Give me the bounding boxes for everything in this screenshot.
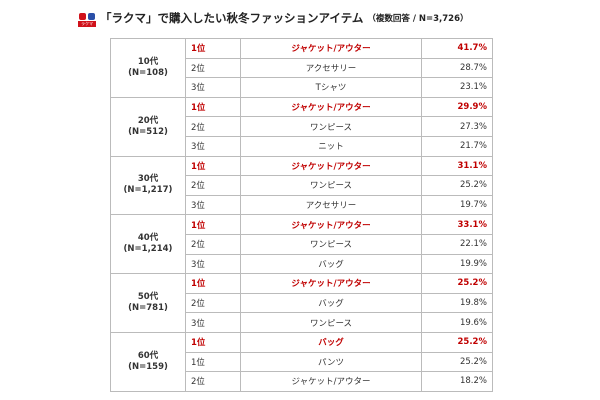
percent-cell: 31.1% bbox=[421, 155, 493, 177]
rank-cell: 3位 bbox=[185, 253, 241, 275]
sample-size: (N=781) bbox=[128, 303, 168, 314]
item-cell: バッグ bbox=[240, 331, 422, 353]
table-row: 30代 (N=1,217) 1位 ジャケット/アウター 31.1% bbox=[110, 155, 493, 216]
item-cell: ジャケット/アウター bbox=[240, 155, 422, 177]
group-cell: 40代 (N=1,214) bbox=[110, 214, 186, 275]
rank-cell: 3位 bbox=[185, 135, 241, 157]
percent-cell: 29.9% bbox=[421, 96, 493, 118]
logo-icon bbox=[79, 13, 95, 20]
item-cell: バッグ bbox=[240, 292, 422, 314]
item-cell: Tシャツ bbox=[240, 77, 422, 98]
header: ラクマ 「ラクマ」で購入したい秋冬ファッションアイテム （複数回答 / N=3,… bbox=[78, 8, 469, 28]
rank-cell: 1位 bbox=[185, 155, 241, 177]
sample-size: (N=159) bbox=[128, 361, 168, 372]
age-label: 60代 bbox=[137, 350, 159, 361]
percent-cell: 23.1% bbox=[421, 77, 493, 98]
item-cell: ワンピース bbox=[240, 233, 422, 255]
item-cell: ニット bbox=[240, 135, 422, 157]
percent-cell: 19.6% bbox=[421, 312, 493, 333]
sample-size: (N=512) bbox=[128, 126, 168, 137]
percent-cell: 25.2% bbox=[421, 331, 493, 353]
logo-text: ラクマ bbox=[78, 21, 96, 27]
item-cell: アクセサリー bbox=[240, 57, 422, 79]
rank-cell: 2位 bbox=[185, 233, 241, 255]
percent-cell: 19.9% bbox=[421, 253, 493, 275]
percent-cell: 25.2% bbox=[421, 351, 493, 373]
item-cell: ジャケット/アウター bbox=[240, 96, 422, 118]
group-cell: 20代 (N=512) bbox=[110, 96, 186, 157]
item-cell: ワンピース bbox=[240, 175, 422, 196]
rank-cell: 2位 bbox=[185, 57, 241, 79]
rank-cell: 2位 bbox=[185, 371, 241, 392]
item-cell: ジャケット/アウター bbox=[240, 371, 422, 392]
table-row: 2位 アクセサリー 28.7% bbox=[111, 57, 493, 79]
group-cell: 50代 (N=781) bbox=[110, 273, 186, 333]
item-cell: ワンピース bbox=[240, 312, 422, 333]
percent-cell: 19.7% bbox=[421, 194, 493, 216]
table-row: 50代 (N=781) 1位 ジャケット/アウター 25.2% bbox=[110, 273, 493, 333]
item-cell: ジャケット/アウター bbox=[240, 38, 422, 59]
item-cell: バッグ bbox=[240, 253, 422, 275]
sample-size: (N=1,214) bbox=[123, 244, 173, 255]
table-row: 3位 ワンピース 19.6% bbox=[111, 312, 493, 333]
table-row: 40代 (N=1,214) 1位 ジャケット/アウター 33.1% bbox=[110, 214, 493, 275]
percent-cell: 25.2% bbox=[421, 175, 493, 196]
rank-cell: 1位 bbox=[185, 273, 241, 294]
rank-cell: 3位 bbox=[185, 77, 241, 98]
percent-cell: 19.8% bbox=[421, 292, 493, 314]
percent-cell: 18.2% bbox=[421, 371, 493, 392]
item-cell: ジャケット/アウター bbox=[240, 214, 422, 235]
table-row: 2位 ワンピース 27.3% bbox=[111, 116, 493, 137]
age-label: 10代 bbox=[137, 56, 159, 67]
title: 「ラクマ」で購入したい秋冬ファッションアイテム bbox=[100, 11, 364, 25]
age-label: 20代 bbox=[137, 115, 159, 126]
rank-cell: 1位 bbox=[185, 331, 241, 353]
rank-cell: 2位 bbox=[185, 175, 241, 196]
group-cell: 60代 (N=159) bbox=[110, 331, 186, 392]
note: （複数回答 / N=3,726） bbox=[367, 14, 469, 24]
age-label: 50代 bbox=[137, 292, 159, 303]
percent-cell: 27.3% bbox=[421, 116, 493, 137]
age-label: 30代 bbox=[137, 174, 159, 185]
percent-cell: 25.2% bbox=[421, 273, 493, 294]
logo: ラクマ bbox=[78, 9, 96, 27]
rank-cell: 3位 bbox=[185, 312, 241, 333]
item-cell: アクセサリー bbox=[240, 194, 422, 216]
sample-size: (N=1,217) bbox=[123, 185, 173, 196]
table-row: 20代 (N=512) 1位 ジャケット/アウター 29.9% bbox=[110, 96, 493, 157]
table-row: 1位 パンツ 25.2% bbox=[111, 351, 493, 373]
item-cell: ジャケット/アウター bbox=[240, 273, 422, 294]
group-cell: 10代 (N=108) bbox=[110, 38, 186, 98]
percent-cell: 33.1% bbox=[421, 214, 493, 235]
rank-cell: 3位 bbox=[185, 194, 241, 216]
rank-cell: 1位 bbox=[185, 96, 241, 118]
table-row: 60代 (N=159) 1位 バッグ 25.2% bbox=[110, 331, 493, 392]
rank-cell: 1位 bbox=[185, 351, 241, 373]
rank-cell: 1位 bbox=[185, 38, 241, 59]
group-cell: 30代 (N=1,217) bbox=[110, 155, 186, 216]
percent-cell: 41.7% bbox=[421, 38, 493, 59]
table-row: 3位 バッグ 19.9% bbox=[111, 253, 493, 275]
table-row: 10代 (N=108) 1位 ジャケット/アウター 41.7% bbox=[110, 38, 493, 98]
sample-size: (N=108) bbox=[128, 67, 168, 78]
ranking-table: 10代 (N=108) 1位 ジャケット/アウター 41.7% 2位 アクセサリー 28.7%… bbox=[110, 38, 493, 392]
percent-cell: 28.7% bbox=[421, 57, 493, 79]
table-row: 2位 ワンピース 22.1% bbox=[111, 233, 493, 255]
rank-cell: 1位 bbox=[185, 214, 241, 235]
table-row: 2位 ジャケット/アウター 18.2% bbox=[111, 371, 493, 392]
percent-cell: 22.1% bbox=[421, 233, 493, 255]
table-row: 3位 アクセサリー 19.7% bbox=[111, 194, 493, 216]
item-cell: パンツ bbox=[240, 351, 422, 373]
age-label: 40代 bbox=[137, 233, 159, 244]
rank-cell: 2位 bbox=[185, 116, 241, 137]
rank-cell: 2位 bbox=[185, 292, 241, 314]
percent-cell: 21.7% bbox=[421, 135, 493, 157]
item-cell: ワンピース bbox=[240, 116, 422, 137]
